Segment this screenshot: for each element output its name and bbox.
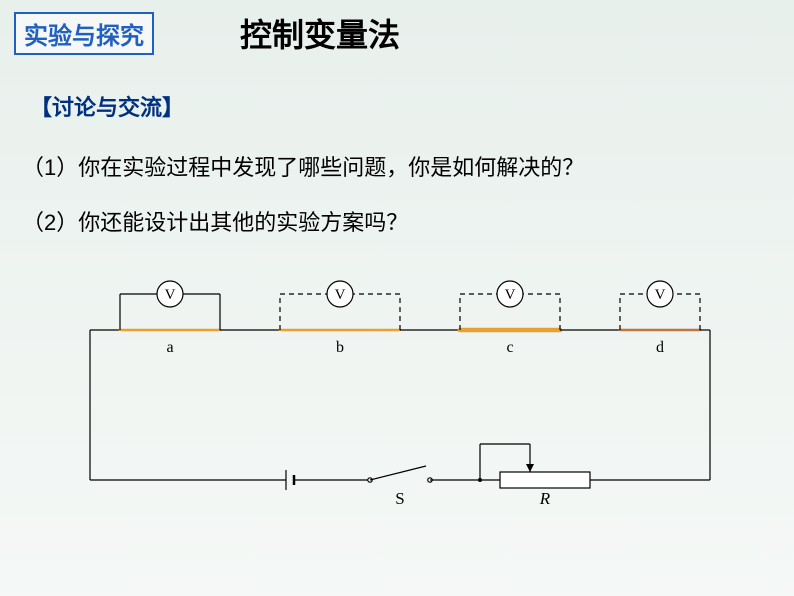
circuit-diagram: Va Vb Vc Vd S R <box>60 270 734 550</box>
svg-text:R: R <box>539 489 551 508</box>
page-title: 控制变量法 <box>240 10 400 56</box>
badge-experiment: 实验与探究 <box>14 12 154 55</box>
svg-text:a: a <box>166 339 173 356</box>
svg-text:V: V <box>165 287 176 303</box>
svg-text:V: V <box>505 287 516 303</box>
section-subtitle: 【讨论与交流】 <box>30 90 184 122</box>
svg-text:d: d <box>656 339 664 356</box>
svg-text:c: c <box>506 339 513 356</box>
svg-text:b: b <box>336 339 344 356</box>
question-2: （2）你还能设计出其他的实验方案吗？ <box>22 205 408 237</box>
svg-text:S: S <box>395 489 404 508</box>
question-1: （1）你在实验过程中发现了哪些问题，你是如何解决的？ <box>22 150 584 182</box>
svg-text:V: V <box>655 287 666 303</box>
svg-text:V: V <box>335 287 346 303</box>
